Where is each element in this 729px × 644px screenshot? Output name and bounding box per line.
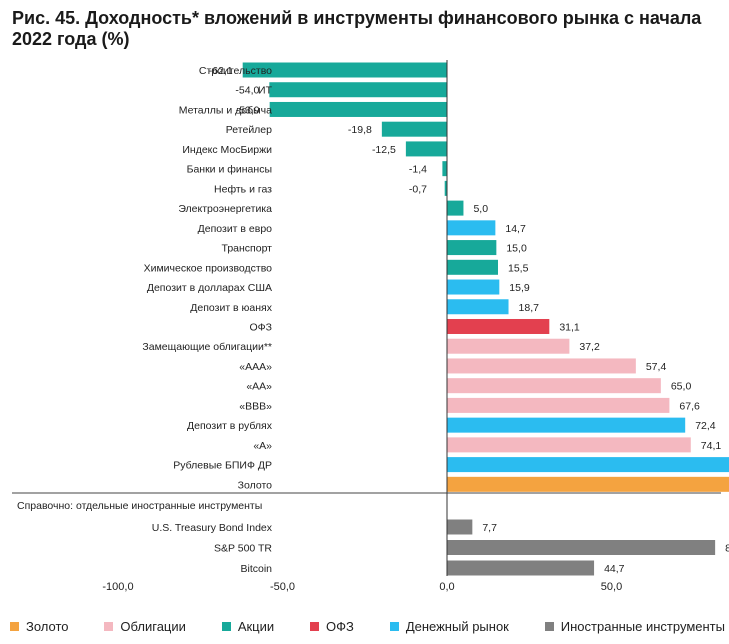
chart-title: Рис. 45. Доходность* вложений в инструме… <box>12 8 702 49</box>
legend-label-1: Облигации <box>120 619 186 634</box>
main-category-label-20: Рублевые БПИФ ДР <box>173 460 272 472</box>
main-category-label-4: Индекс МосБиржи <box>182 144 272 156</box>
main-value-label-2: -53,9 <box>236 104 260 116</box>
main-bar-11 <box>447 279 500 295</box>
main-value-label-13: 31,1 <box>559 321 580 333</box>
x-tick-label-0: -100,0 <box>102 581 133 593</box>
x-tick-label-2: 0,0 <box>439 581 454 593</box>
main-category-label-2: Металлы и добыча <box>179 104 272 116</box>
legend-label-0: Золото <box>26 619 69 634</box>
main-bar-14 <box>447 338 570 354</box>
main-bar-6 <box>444 180 447 196</box>
legend-item-3: ОФЗ <box>310 619 354 634</box>
main-category-label-7: Электроэнергетика <box>178 203 272 215</box>
main-category-label-18: Депозит в рублях <box>187 420 273 432</box>
reference-category-label-0: U.S. Treasury Bond Index <box>152 522 273 534</box>
main-category-label-5: Банки и финансы <box>187 164 272 176</box>
main-bar-19 <box>447 437 691 453</box>
reference-bar-0 <box>447 519 473 535</box>
reference-bar-1 <box>447 540 716 555</box>
legend: Золото Облигации Акции ОФЗ Денежный рынок Ино… <box>10 619 725 634</box>
main-value-label-8: 14,7 <box>505 223 526 235</box>
main-value-label-7: 5,0 <box>473 203 488 215</box>
legend-swatch-3 <box>310 622 320 631</box>
main-value-label-6: -0,7 <box>409 183 427 195</box>
main-bar-4 <box>405 141 447 157</box>
main-bar-9 <box>447 240 497 256</box>
main-value-label-19: 74,1 <box>701 440 722 452</box>
reference-bar-2 <box>447 560 595 576</box>
main-category-label-11: Депозит в долларах США <box>147 282 272 294</box>
reference-section-label: Справочно: отдельные иностранные инструм… <box>17 500 262 512</box>
main-bar-8 <box>447 220 496 236</box>
main-bar-15 <box>447 358 636 374</box>
legend-item-1: Облигации <box>104 619 186 634</box>
main-category-label-3: Ретейлер <box>226 124 272 136</box>
main-category-label-14: Замещающие облигации** <box>142 341 272 353</box>
main-category-label-13: ОФЗ <box>250 321 273 333</box>
legend-swatch-4 <box>389 622 399 631</box>
main-bar-3 <box>381 121 447 137</box>
legend-item-5: Иностранные инструменты <box>544 619 725 634</box>
main-bar-10 <box>447 259 498 275</box>
legend-swatch-2 <box>221 622 231 631</box>
main-category-label-0: Строительство <box>199 65 272 77</box>
main-value-label-9: 15,0 <box>506 243 527 255</box>
main-value-label-15: 57,4 <box>646 361 667 373</box>
main-value-label-12: 18,7 <box>519 302 540 314</box>
x-tick-label-3: 50,0 <box>601 581 622 593</box>
main-category-label-6: Нефть и газ <box>214 183 272 195</box>
main-value-label-14: 37,2 <box>579 341 600 353</box>
legend-swatch-5 <box>544 622 554 631</box>
main-bar-0 <box>242 62 447 78</box>
reference-value-label-0: 7,7 <box>482 522 497 534</box>
main-category-label-15: «ААА» <box>239 361 272 373</box>
legend-swatch-1 <box>104 622 114 631</box>
main-category-label-17: «ВВВ» <box>239 400 272 412</box>
bar-chart: Строительство-62,1 ИТ-54,0 Металлы и добыч… <box>12 60 729 593</box>
legend-item-2: Акции <box>221 619 275 634</box>
reference-value-label-2: 44,7 <box>604 563 625 575</box>
main-bar-16 <box>447 378 661 394</box>
main-bar-21 <box>447 476 729 492</box>
main-category-label-21: Золото <box>238 479 272 491</box>
main-bar-1 <box>269 82 447 98</box>
main-value-label-16: 65,0 <box>671 381 692 393</box>
main-category-label-19: «А» <box>253 440 272 452</box>
main-value-label-0: -62,1 <box>209 65 233 77</box>
main-value-label-5: -1,4 <box>409 164 427 176</box>
legend-swatch-0 <box>10 622 19 631</box>
legend-item-0: Золото <box>10 619 69 634</box>
main-value-label-10: 15,5 <box>508 262 529 274</box>
reference-category-label-1: S&P 500 TR <box>214 543 272 555</box>
main-value-label-11: 15,9 <box>509 282 530 294</box>
reference-value-label-1: 81,5 <box>725 543 729 555</box>
main-bar-20 <box>447 457 729 473</box>
main-bar-13 <box>447 318 550 334</box>
main-bar-7 <box>447 200 464 216</box>
main-value-label-18: 72,4 <box>695 420 716 432</box>
main-value-label-17: 67,6 <box>679 400 700 412</box>
main-value-label-1: -54,0 <box>235 85 259 97</box>
main-value-label-3: -19,8 <box>348 124 372 136</box>
main-category-label-1: ИТ <box>258 85 273 97</box>
main-category-label-9: Транспорт <box>222 243 273 255</box>
legend-label-2: Акции <box>237 619 275 634</box>
reference-category-label-2: Bitcoin <box>240 563 272 575</box>
main-category-label-12: Депозит в юанях <box>190 302 272 314</box>
main-category-label-10: Химическое производство <box>144 262 273 274</box>
main-category-label-8: Депозит в евро <box>198 223 273 235</box>
legend-label-4: Денежный рынок <box>405 619 509 634</box>
legend-label-3: ОФЗ <box>326 619 354 634</box>
legend-label-5: Иностранные инструменты <box>560 619 725 634</box>
legend-item-4: Денежный рынок <box>389 619 509 634</box>
main-value-label-4: -12,5 <box>372 144 396 156</box>
main-bar-2 <box>269 101 447 117</box>
main-bar-5 <box>442 161 447 177</box>
main-bar-18 <box>447 417 686 433</box>
main-bar-12 <box>447 299 509 315</box>
x-tick-label-1: -50,0 <box>270 581 295 593</box>
main-category-label-16: «АА» <box>246 381 272 393</box>
main-bar-17 <box>447 397 670 413</box>
